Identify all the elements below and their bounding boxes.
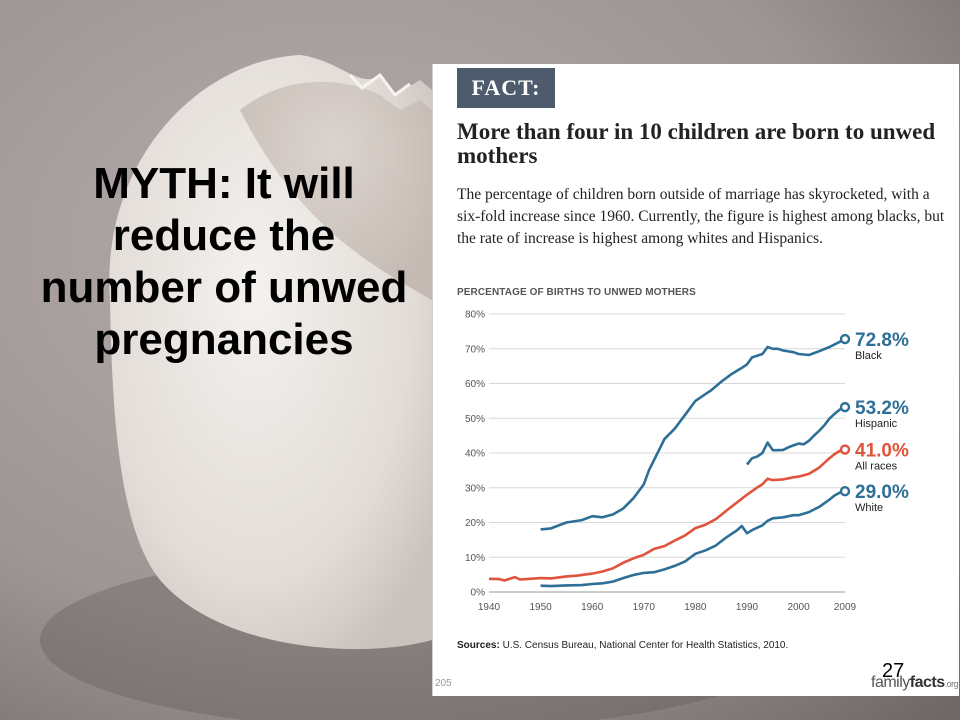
series-value-label: 53.2%: [855, 398, 909, 419]
chart-series: 72.8%Black 53.2%Hispanic 41.0%All races 29.…: [488, 330, 909, 588]
chart-grid: [489, 313, 845, 593]
slide-number: 27: [882, 660, 905, 682]
fact-description: The percentage of children born outside …: [457, 186, 945, 247]
myth-statement: MYTH: It will reduce the number of unwed…: [40, 159, 408, 364]
series-value-label: 29.0%: [855, 482, 909, 503]
series-line-all-races: [488, 448, 846, 582]
y-tick-label: 0%: [471, 588, 486, 599]
corner-id: 205: [435, 678, 452, 689]
familyfacts-logo: familyfacts.org: [871, 674, 959, 692]
logo-part-org: .org: [944, 679, 959, 689]
series-endpoint-all-races: [839, 444, 851, 455]
series-endpoint-white: [839, 486, 851, 497]
series-line-black: [540, 337, 846, 531]
x-tick-label: 1940: [478, 602, 501, 613]
y-tick-label: 80%: [465, 310, 485, 321]
sources-note: Sources: U.S. Census Bureau, National Ce…: [457, 640, 788, 651]
y-axis-ticks: 0% 10% 20% 30% 40% 50% 60% 70% 80%: [465, 310, 485, 599]
sources-text: U.S. Census Bureau, National Center for …: [502, 640, 789, 651]
line-chart: 0%10%20%30%40%50%60%70%80% 1940 1950 1960 1…: [465, 310, 909, 614]
x-tick-label: 1990: [736, 602, 759, 613]
fact-headline: More than four in 10 children are born t…: [457, 119, 936, 168]
y-tick-label: 10%: [465, 553, 485, 564]
series-endpoint-hispanic: [839, 401, 851, 413]
series-value-label: 41.0%: [855, 441, 909, 462]
x-axis-ticks: 1940 1950 1960 1970 1980 1990 2000 2009: [478, 602, 857, 613]
series-name-label: White: [855, 502, 883, 514]
sources-label: Sources:: [457, 640, 500, 651]
series-name-label: Hispanic: [855, 418, 898, 430]
chart-title: PERCENTAGE OF BIRTHS TO UNWED MOTHERS: [457, 287, 696, 298]
y-tick-label: 50%: [465, 414, 485, 425]
x-tick-label: 1960: [581, 602, 604, 613]
y-tick-label: 30%: [465, 483, 485, 494]
series-name-label: Black: [855, 350, 882, 362]
series-name-label: All races: [855, 461, 898, 473]
series-value-label: 72.8%: [855, 330, 909, 351]
logo-part-family: family: [871, 674, 910, 691]
logo-part-facts: facts: [909, 674, 945, 691]
fact-panel: FACT: More than four in 10 children are …: [432, 64, 959, 696]
series-endpoint-black: [839, 333, 851, 345]
series-line-hispanic: [745, 405, 846, 466]
y-tick-label: 20%: [465, 518, 485, 529]
x-tick-label: 1950: [529, 602, 552, 613]
y-tick-label: 40%: [465, 449, 485, 460]
x-tick-label: 2000: [787, 602, 810, 613]
y-tick-label: 60%: [465, 379, 485, 390]
x-tick-label: 1980: [684, 602, 707, 613]
x-tick-label: 2009: [834, 602, 857, 613]
series-line-white: [540, 489, 846, 588]
y-tick-label: 70%: [465, 344, 485, 355]
fact-badge: FACT:: [457, 68, 555, 108]
x-tick-label: 1970: [633, 602, 656, 613]
